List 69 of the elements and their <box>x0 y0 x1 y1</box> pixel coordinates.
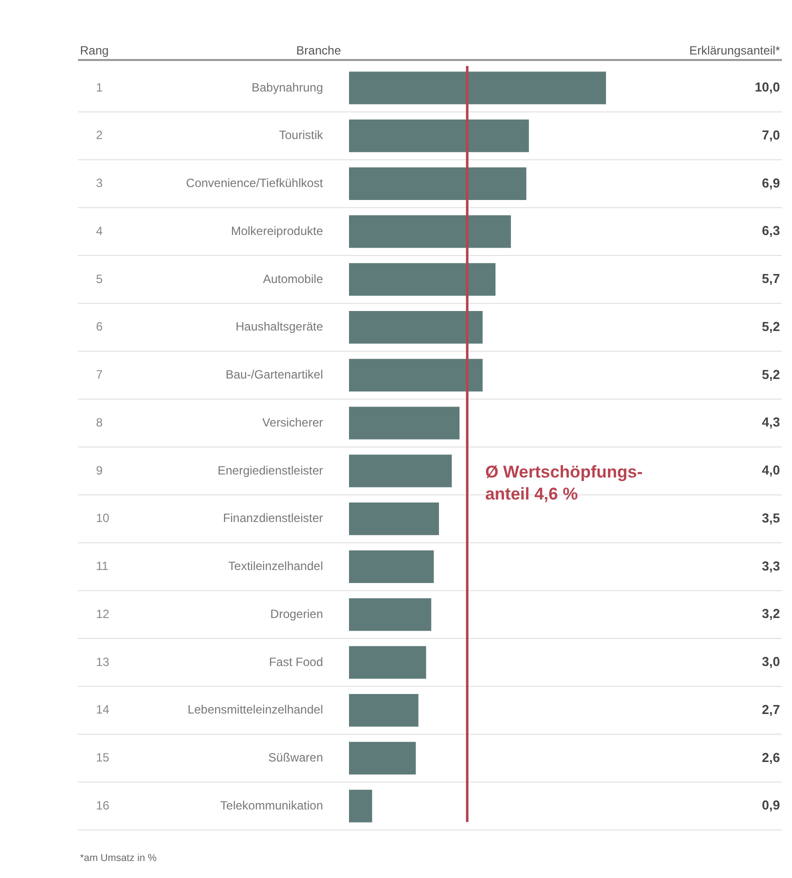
y2-tick-label: 14 <box>96 702 110 717</box>
bar <box>349 311 483 344</box>
y-tick-label: Drogerien <box>270 606 323 621</box>
y2-tick-label: 11 <box>96 559 109 573</box>
bar <box>349 598 432 631</box>
data-label: 6,3 <box>762 223 780 238</box>
y2-tick-label: 5 <box>96 272 103 286</box>
bar <box>349 742 416 774</box>
y-axis-title: Branche <box>296 43 342 58</box>
text: Rang <box>80 43 109 58</box>
bar <box>349 550 434 583</box>
data-label: 6,9 <box>762 175 780 190</box>
bar <box>349 694 418 727</box>
y2-tick-label: 9 <box>96 463 103 478</box>
bar <box>349 646 426 679</box>
bar <box>349 406 460 440</box>
data-label: 5,2 <box>762 318 780 334</box>
data-label: 4,0 <box>762 462 780 478</box>
y-tick-label: Textileinzelhandel <box>228 559 323 573</box>
y2-tick-label: 13 <box>96 654 110 669</box>
text: *am Umsatz in % <box>80 852 157 864</box>
data-label: 5,2 <box>762 366 780 382</box>
bar <box>349 454 452 488</box>
y-tick-label: Babynahrung <box>252 80 323 94</box>
data-label: 4,3 <box>762 414 780 430</box>
y-tick-label: Touristik <box>278 128 324 142</box>
y-tick-label: Bau-/Gartenartikel <box>226 368 323 382</box>
text: Erklärungsanteil* <box>689 43 780 58</box>
y2-tick-label: 6 <box>96 320 103 334</box>
y-tick-label: Süßwaren <box>268 750 323 764</box>
y2-tick-label: 1 <box>96 80 103 94</box>
y-tick-label: Lebensmitteleinzelhandel <box>188 702 323 717</box>
y2-tick-label: 8 <box>96 415 103 430</box>
y-tick-label: Finanzdienstleister <box>222 511 323 526</box>
y-tick-label: Versicherer <box>262 415 323 430</box>
y2-tick-label: 4 <box>96 224 103 238</box>
ref-line-label: Ø Wertschöpfungs- anteil 4,6 % <box>485 462 643 504</box>
y-tick-label: Convenience/Tiefkühlkost <box>186 176 324 190</box>
y2-tick-label: 15 <box>96 750 110 764</box>
y-tick-label: Automobile <box>262 272 324 286</box>
y2-tick-label: 16 <box>96 798 110 812</box>
y-tick-label: Fast Food <box>268 654 323 669</box>
bar <box>349 72 606 104</box>
y-tick-label: Energiedienstleister <box>218 463 323 478</box>
data-label: 3,3 <box>762 558 780 574</box>
y2-tick-label: 2 <box>96 128 103 142</box>
bar <box>349 167 526 200</box>
data-label: 0,9 <box>762 798 780 813</box>
bar <box>349 502 439 536</box>
data-label: 2,7 <box>762 702 780 717</box>
bar <box>349 358 483 392</box>
data-label: 3,2 <box>762 606 780 622</box>
bar <box>349 215 511 248</box>
y-tick-label: Haushaltsgeräte <box>236 320 324 334</box>
data-label: 2,6 <box>762 750 780 765</box>
y2-tick-label: 3 <box>96 176 103 190</box>
y2-tick-label: 7 <box>96 368 103 382</box>
bar <box>349 790 372 822</box>
bar <box>349 263 496 296</box>
bar <box>349 120 529 152</box>
y2-tick-label: 10 <box>96 511 110 526</box>
data-label: 10,0 <box>754 80 780 95</box>
data-label: 3,0 <box>762 654 780 670</box>
data-label: 3,5 <box>762 510 780 526</box>
data-label: 5,7 <box>762 271 780 286</box>
y-tick-label: Telekommunikation <box>220 798 323 812</box>
y-tick-label: Molkereiprodukte <box>230 224 324 238</box>
data-label: 7,0 <box>762 127 780 142</box>
y2-tick-label: 12 <box>96 606 110 621</box>
